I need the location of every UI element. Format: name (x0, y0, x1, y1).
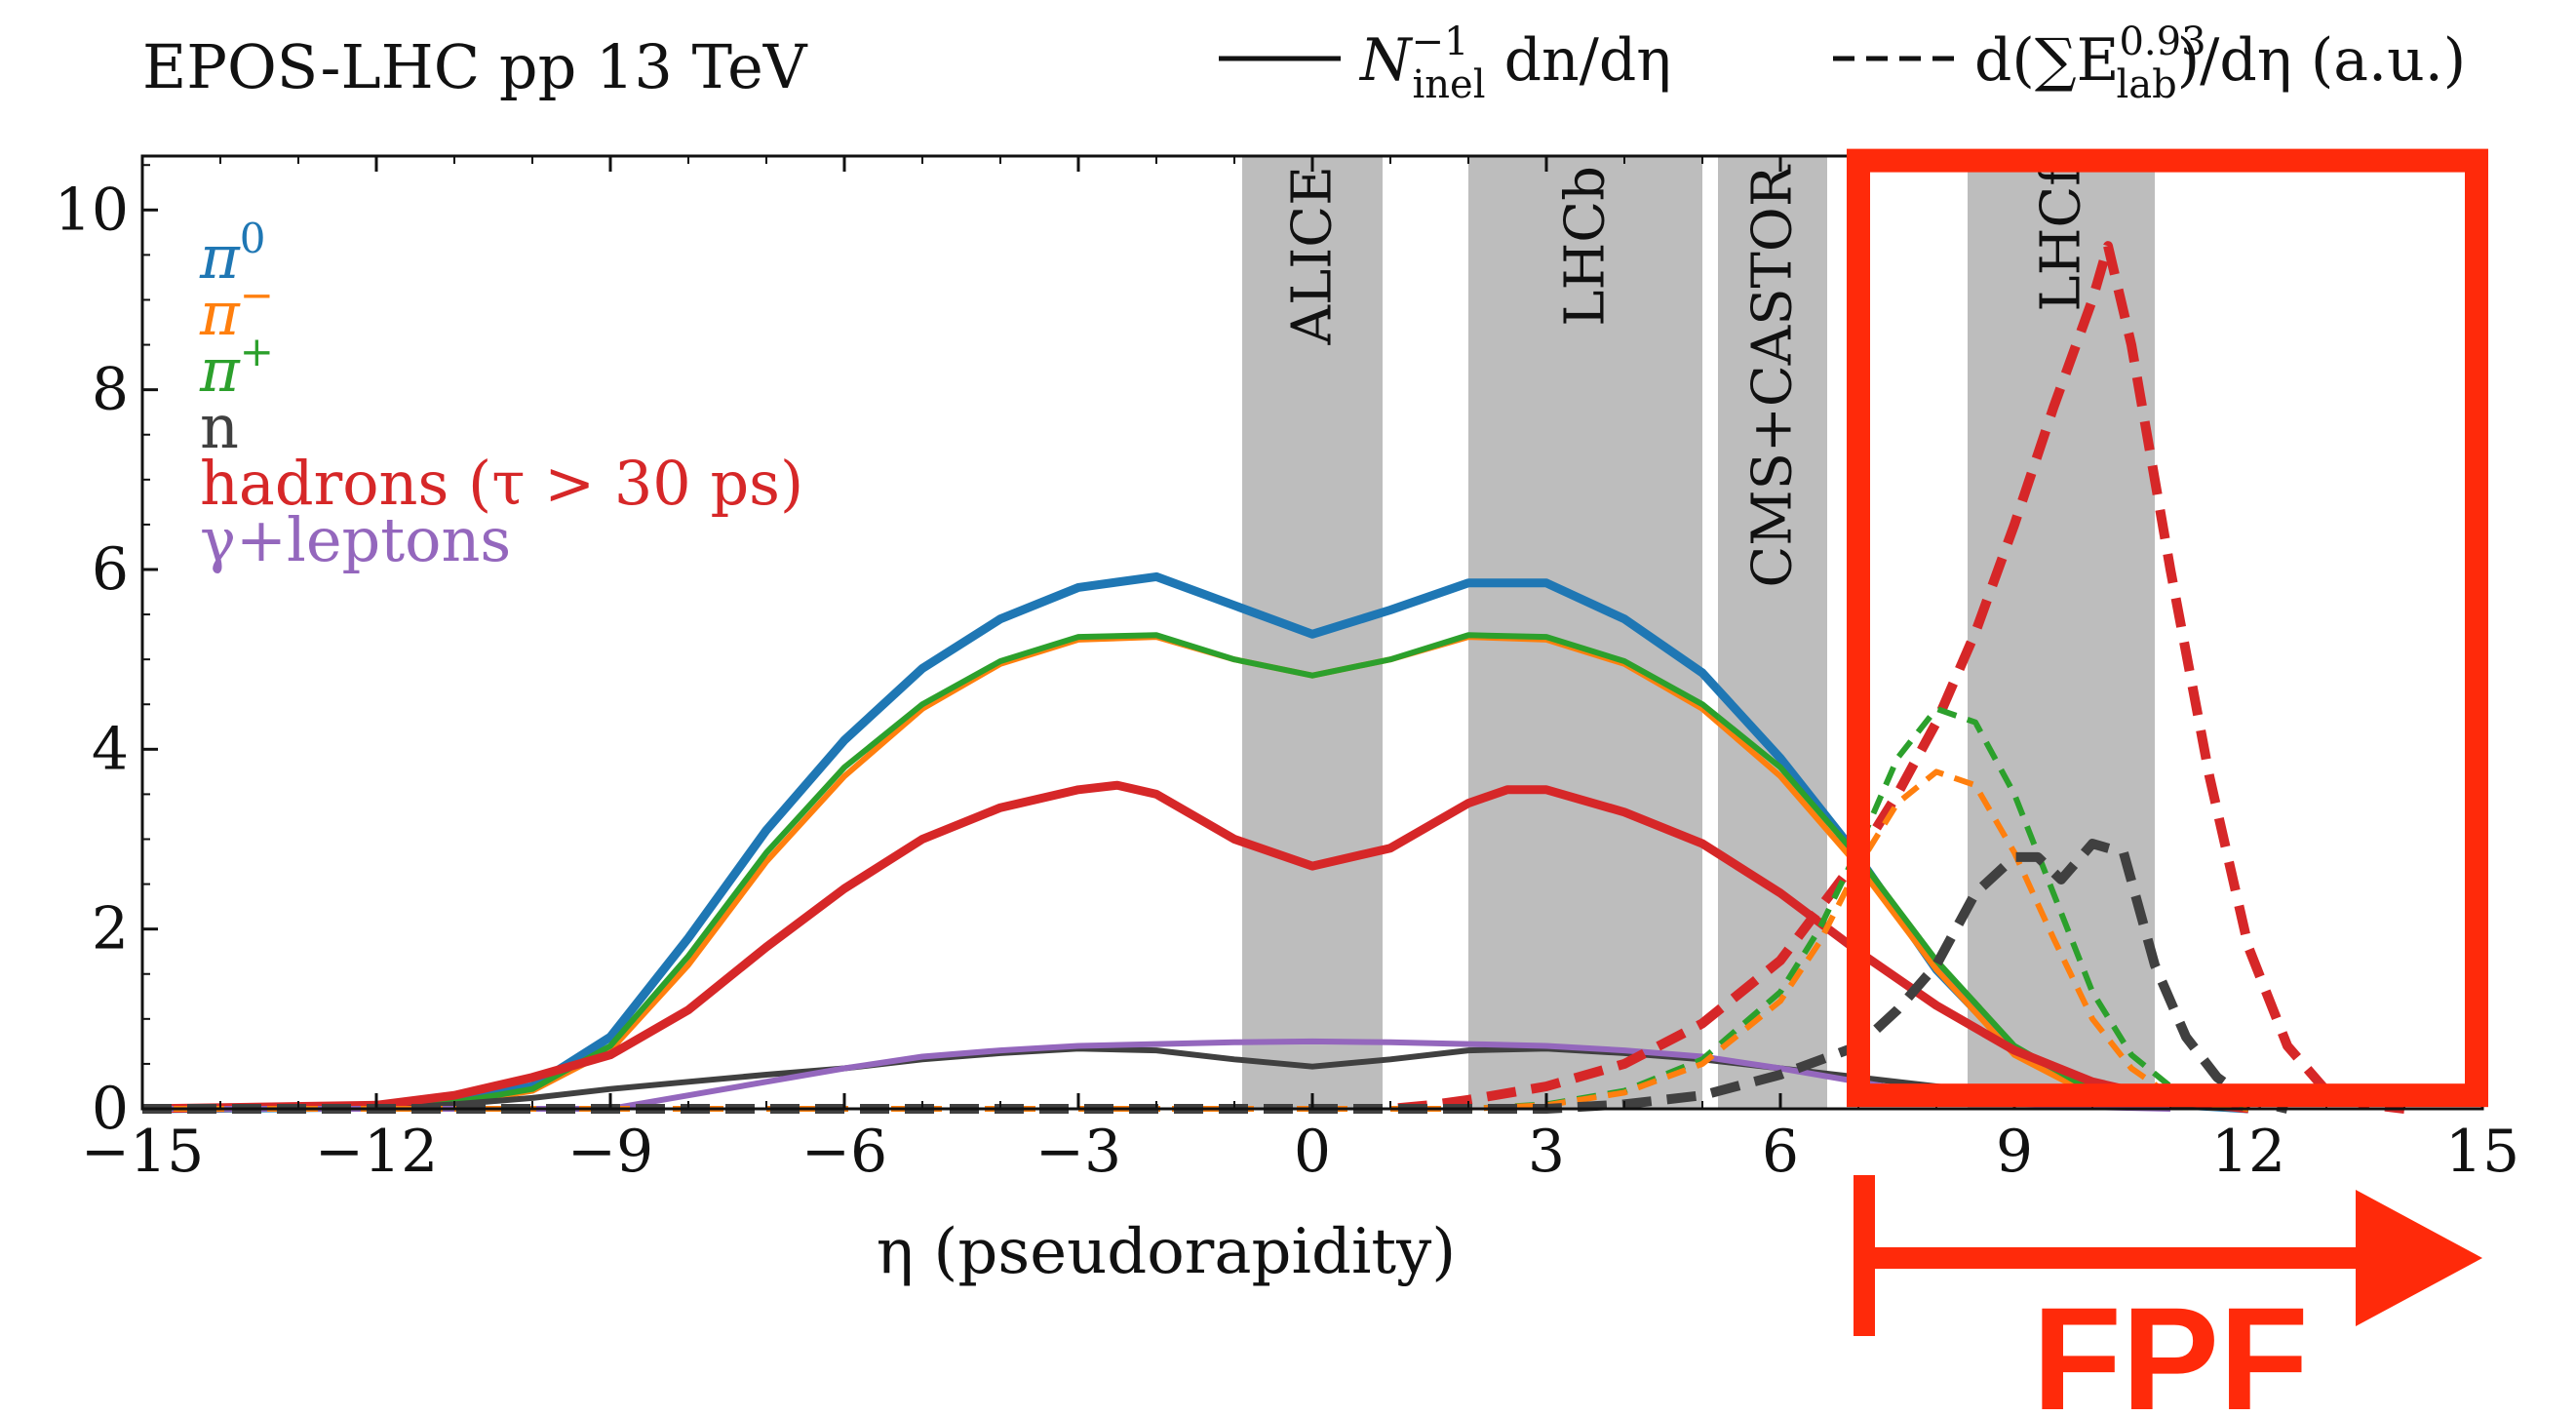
x-tick-label: −3 (1035, 1118, 1121, 1186)
legend-entry: n (200, 391, 239, 462)
fpf-label: FPF (2032, 1277, 2308, 1416)
x-axis-label: η (pseudorapidity) (877, 1216, 1457, 1288)
x-tick-label: 3 (1528, 1118, 1565, 1186)
chart-title: EPOS-LHC pp 13 TeV (142, 31, 808, 102)
series-line-dashed-6 (142, 241, 2405, 1114)
series-line-dashed-7 (142, 705, 2249, 1112)
x-tick-label: −9 (567, 1118, 653, 1186)
x-tick-label: 9 (1996, 1118, 2033, 1186)
y-tick-label: 10 (55, 176, 129, 244)
series-line-solid-1 (141, 634, 2249, 1112)
series-line-solid-4 (141, 780, 2249, 1114)
y-tick-label: 2 (92, 895, 129, 964)
series-line-solid-0 (141, 571, 2249, 1114)
band-lhcb (1468, 156, 1702, 1109)
band-label: LHCb (1554, 166, 1618, 327)
series-line-dashed-9 (142, 839, 2289, 1114)
y-tick-label: 6 (92, 535, 129, 604)
y-tick-label: 8 (92, 356, 129, 424)
x-tick-label: −12 (315, 1118, 439, 1186)
legend-entry: π− (199, 271, 274, 349)
legend-entry: γ+leptons (200, 504, 511, 575)
fpf-arrow-head (2356, 1190, 2482, 1326)
band-label: LHCf (2030, 162, 2093, 312)
band-label: CMS+CASTOR (1741, 164, 1805, 587)
x-tick-label: 15 (2445, 1118, 2519, 1186)
series-line-solid-2 (141, 632, 2249, 1112)
legend-entry: hadrons (τ > 30 ps) (200, 448, 803, 519)
y-tick-label: 0 (92, 1075, 129, 1143)
style-legend-label-solid: N−1 inel dn/dη (1358, 20, 1671, 107)
legend-entry: π+ (199, 328, 274, 406)
y-tick-label: 4 (92, 715, 129, 783)
legend-entry: π0 (199, 215, 265, 293)
style-legend-label-dashed: d(∑E0.93 lab)/dη (a.u.) (1974, 20, 2466, 107)
x-tick-label: −6 (801, 1118, 887, 1186)
x-tick-label: −15 (81, 1118, 205, 1186)
x-tick-label: 12 (2211, 1118, 2285, 1186)
x-tick-label: 6 (1762, 1118, 1799, 1186)
series-line-dashed-8 (142, 768, 2249, 1112)
x-tick-label: 0 (1294, 1118, 1331, 1186)
band-label: ALICE (1281, 166, 1345, 345)
fpf-box (1847, 148, 2488, 1108)
